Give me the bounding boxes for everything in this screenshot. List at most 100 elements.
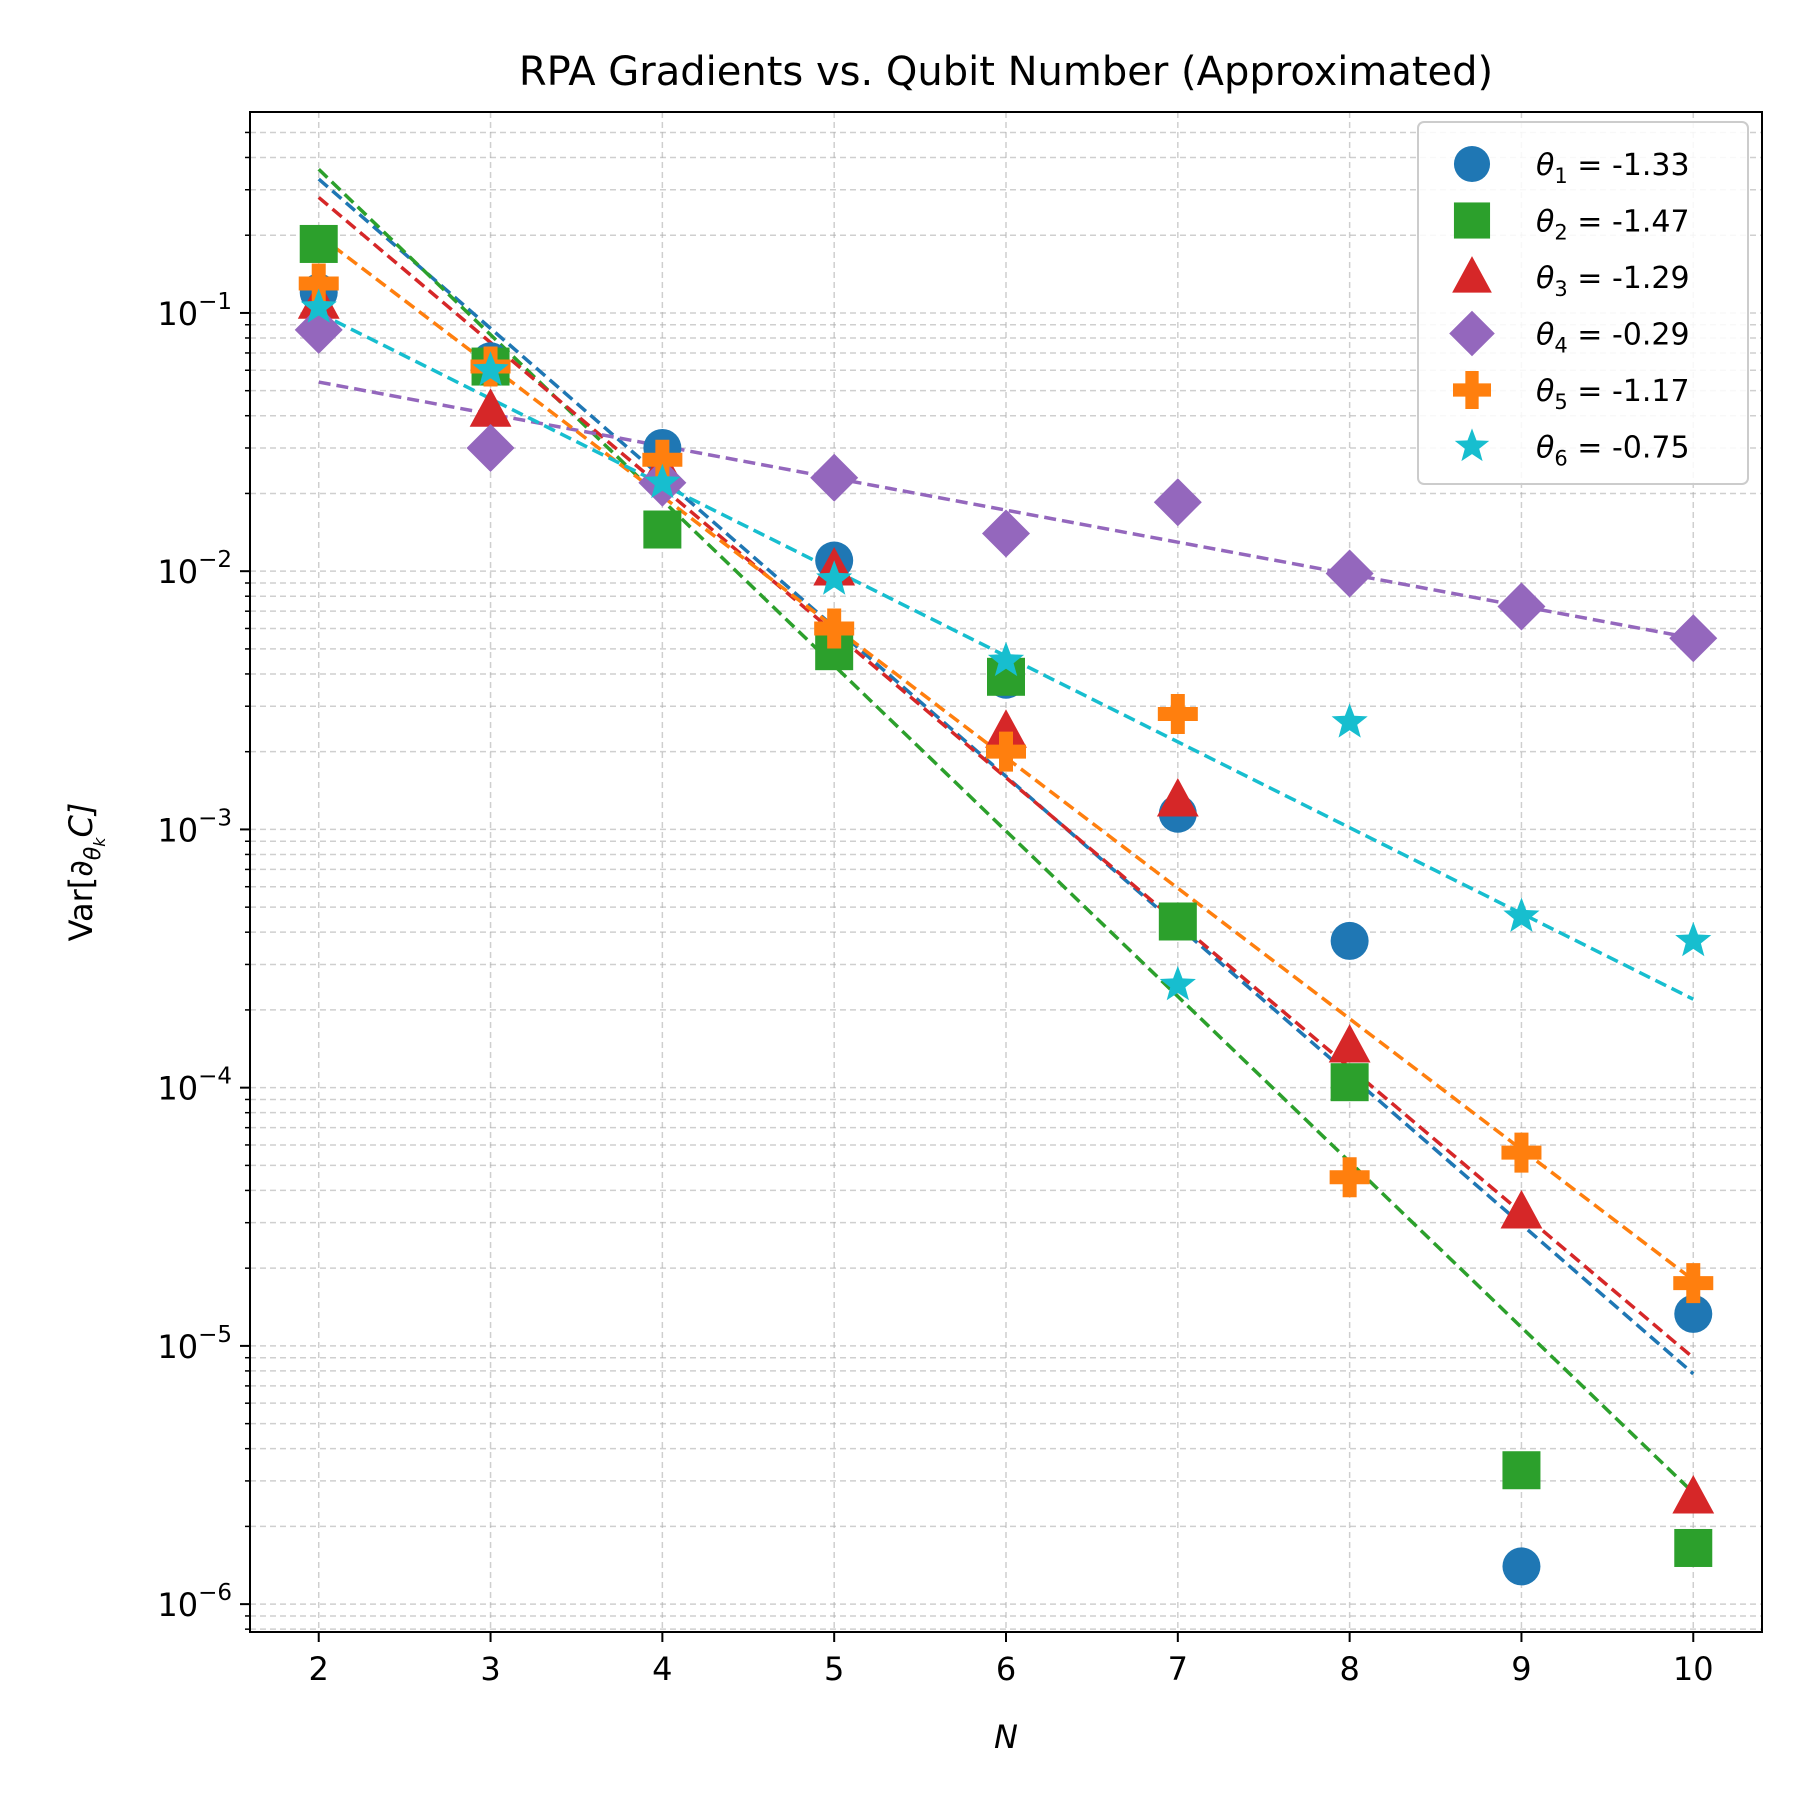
legend-value: = -1.33	[1568, 148, 1690, 183]
data-point	[1331, 703, 1368, 738]
legend-symbol: θ	[1536, 148, 1554, 183]
data-point	[1502, 1451, 1541, 1490]
y-axis-label-part: C]	[62, 803, 100, 838]
data-point	[1157, 693, 1198, 734]
data-point	[985, 709, 1027, 748]
data-point	[1675, 921, 1712, 957]
data-point	[987, 641, 1025, 677]
fit-line	[317, 196, 1695, 1360]
data-point	[1156, 777, 1199, 817]
legend-value: = -0.75	[1568, 431, 1690, 466]
data-point	[1497, 582, 1546, 631]
y-tick-base: 10	[157, 295, 198, 333]
data-point	[1330, 921, 1369, 960]
x-tick-label: 8	[1339, 1650, 1359, 1688]
fit-line	[317, 168, 1695, 1495]
data-point	[1158, 902, 1197, 941]
y-tick-exponent: −3	[198, 805, 232, 831]
data-point	[472, 351, 509, 386]
legend-value: = -1.17	[1568, 374, 1690, 409]
data-point	[986, 731, 1026, 772]
y-axis-label-part: k	[90, 837, 109, 847]
x-tick-label: 2	[309, 1650, 329, 1688]
legend-subscript: 2	[1554, 221, 1567, 245]
y-axis-label-part: θ	[81, 846, 106, 860]
data-point	[466, 423, 515, 472]
data-point	[1669, 614, 1718, 663]
x-tick-label: 4	[652, 1650, 672, 1688]
data-point	[1672, 1474, 1715, 1514]
y-tick-label: 10−3	[157, 805, 232, 849]
y-tick-base: 10	[157, 1586, 198, 1624]
y-tick-exponent: −5	[198, 1322, 232, 1348]
y-tick-label: 10−1	[157, 289, 232, 333]
data-point	[816, 560, 853, 595]
data-point	[644, 463, 681, 499]
y-tick-label: 10−6	[157, 1580, 232, 1624]
fit-line	[317, 311, 1695, 1001]
legend-symbol: θ	[1536, 374, 1554, 409]
y-axis-label: Var[∂θkC]	[62, 803, 109, 942]
data-points	[294, 224, 1718, 1586]
y-tick-label: 10−4	[157, 1064, 232, 1108]
data-point	[298, 263, 339, 304]
legend-value: = -1.47	[1568, 205, 1690, 240]
chart-title: RPA Gradients vs. Qubit Number (Approxim…	[519, 49, 1493, 95]
legend-label: θ6 = -0.75	[1536, 431, 1690, 471]
x-tick-label: 9	[1511, 1650, 1531, 1688]
data-point	[1328, 1023, 1371, 1063]
legend-box	[1417, 121, 1749, 485]
legend-symbol: θ	[1536, 261, 1554, 296]
data-point	[1159, 965, 1196, 1001]
data-point	[810, 453, 859, 502]
y-tick-base: 10	[157, 811, 198, 849]
data-point	[643, 510, 682, 549]
y-tick-base: 10	[157, 1070, 198, 1108]
legend-subscript: 6	[1554, 447, 1567, 471]
legend-marker	[1453, 371, 1491, 409]
x-tick-label: 5	[824, 1650, 844, 1688]
legend-subscript: 5	[1554, 390, 1567, 414]
data-point	[1325, 549, 1374, 598]
legend-marker	[1452, 256, 1492, 293]
data-point	[1673, 1263, 1714, 1304]
data-point	[1501, 1132, 1542, 1173]
legend-symbol: θ	[1536, 205, 1554, 240]
legend-label: θ4 = -0.29	[1536, 318, 1690, 358]
y-tick-base: 10	[157, 1328, 198, 1366]
legend-symbol: θ	[1536, 431, 1554, 466]
legend-label: θ3 = -1.29	[1536, 261, 1690, 301]
x-axis-label: N	[994, 1718, 1018, 1756]
legend-label: θ5 = -1.17	[1536, 374, 1690, 414]
y-axis-label-part: Var[∂	[62, 860, 100, 941]
legend-subscript: 1	[1554, 164, 1567, 188]
legend-marker	[1454, 428, 1490, 462]
y-tick-exponent: −4	[198, 1064, 232, 1090]
data-point	[1503, 897, 1540, 932]
x-tick-label: 6	[996, 1650, 1016, 1688]
y-tick-label: 10−2	[157, 547, 232, 591]
x-tick-label: 10	[1673, 1650, 1714, 1688]
fit-line	[317, 177, 1695, 1376]
data-point	[294, 305, 343, 354]
legend-marker	[1453, 202, 1491, 239]
data-point	[642, 439, 683, 480]
data-point	[469, 388, 512, 427]
y-tick-base: 10	[157, 553, 198, 591]
fit-lines	[317, 168, 1695, 1495]
y-tick-exponent: −2	[198, 547, 232, 573]
legend-value: = -0.29	[1568, 318, 1690, 353]
data-point	[299, 224, 338, 263]
data-point	[1153, 478, 1202, 527]
legend-label: θ2 = -1.47	[1536, 205, 1690, 245]
legend-subscript: 3	[1554, 277, 1567, 301]
data-point	[1500, 1189, 1543, 1229]
data-point	[1330, 1063, 1369, 1102]
legend-value: = -1.29	[1568, 261, 1690, 296]
legend-subscript: 4	[1554, 334, 1567, 358]
data-point	[1329, 1157, 1370, 1198]
legend-label: θ1 = -1.33	[1536, 148, 1690, 188]
